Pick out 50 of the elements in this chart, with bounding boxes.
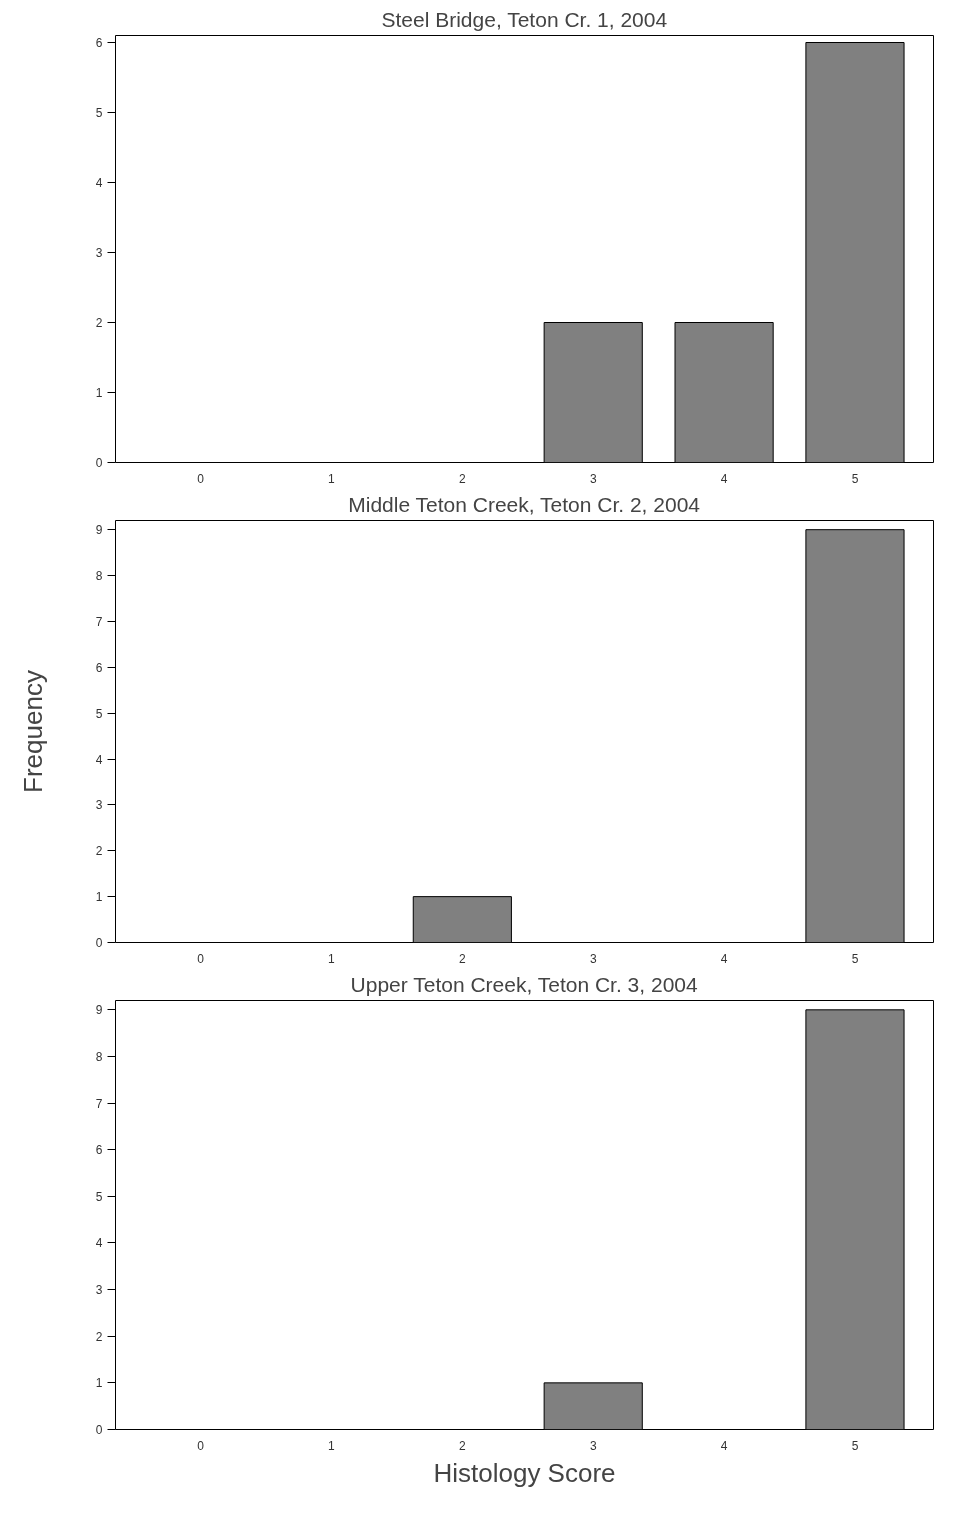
y-tick-label: 1 [95, 890, 103, 905]
y-tick-label: 2 [95, 844, 103, 859]
x-tick-label: 1 [328, 471, 336, 486]
x-tick-label: 0 [197, 1438, 205, 1453]
y-tick-label: 4 [95, 176, 103, 190]
x-tick-label: 3 [589, 1438, 597, 1453]
x-tick-label: 5 [851, 471, 859, 486]
y-tick-label: 8 [95, 569, 103, 584]
chart-title: Middle Teton Creek, Teton Cr. 2, 2004 [348, 492, 701, 516]
x-tick-label: 2 [459, 1438, 466, 1453]
y-axis-title: Frequency [17, 670, 48, 793]
y-tick-label: 7 [95, 614, 103, 629]
y-tick-label: 2 [95, 1329, 103, 1344]
y-tick-label: 4 [95, 1236, 103, 1251]
y-tick-label: 0 [95, 456, 103, 470]
chart-title: Upper Teton Creek, Teton Cr. 3, 2004 [350, 972, 698, 996]
chart-title: Steel Bridge, Teton Cr. 1, 2004 [381, 7, 668, 31]
y-tick-label: 7 [95, 1096, 103, 1111]
y-tick-label: 5 [95, 1189, 103, 1204]
x-tick-label: 4 [720, 951, 728, 966]
y-tick-label: 1 [95, 1376, 103, 1391]
x-axis-title: Histology Score [433, 1457, 616, 1488]
x-tick-label: 3 [589, 471, 597, 486]
y-tick-label: 6 [95, 36, 103, 50]
y-tick-label: 5 [95, 106, 103, 120]
y-tick-label: 5 [95, 706, 103, 721]
y-tick-label: 1 [95, 386, 103, 400]
y-tick-label: 2 [95, 316, 103, 330]
x-tick-label: 0 [197, 471, 205, 486]
x-tick-label: 2 [459, 471, 466, 486]
x-tick-label: 5 [851, 1438, 859, 1453]
y-tick-label: 9 [95, 1003, 103, 1018]
y-tick-label: 3 [95, 246, 103, 260]
y-tick-label: 3 [95, 798, 103, 813]
y-tick-label: 3 [95, 1283, 103, 1298]
x-tick-label: 1 [328, 1438, 336, 1453]
x-tick-label: 0 [197, 951, 205, 966]
x-tick-label: 5 [851, 951, 859, 966]
x-tick-label: 3 [589, 951, 597, 966]
x-tick-label: 1 [328, 951, 336, 966]
x-tick-label: 4 [720, 1438, 728, 1453]
y-tick-label: 9 [95, 523, 103, 538]
y-tick-label: 8 [95, 1049, 103, 1064]
y-tick-label: 6 [95, 660, 103, 675]
x-tick-label: 4 [720, 471, 728, 486]
y-tick-label: 0 [95, 936, 103, 950]
y-tick-label: 6 [95, 1143, 103, 1158]
y-tick-label: 4 [95, 752, 103, 767]
y-tick-label: 0 [95, 1423, 103, 1437]
x-tick-label: 2 [459, 951, 466, 966]
